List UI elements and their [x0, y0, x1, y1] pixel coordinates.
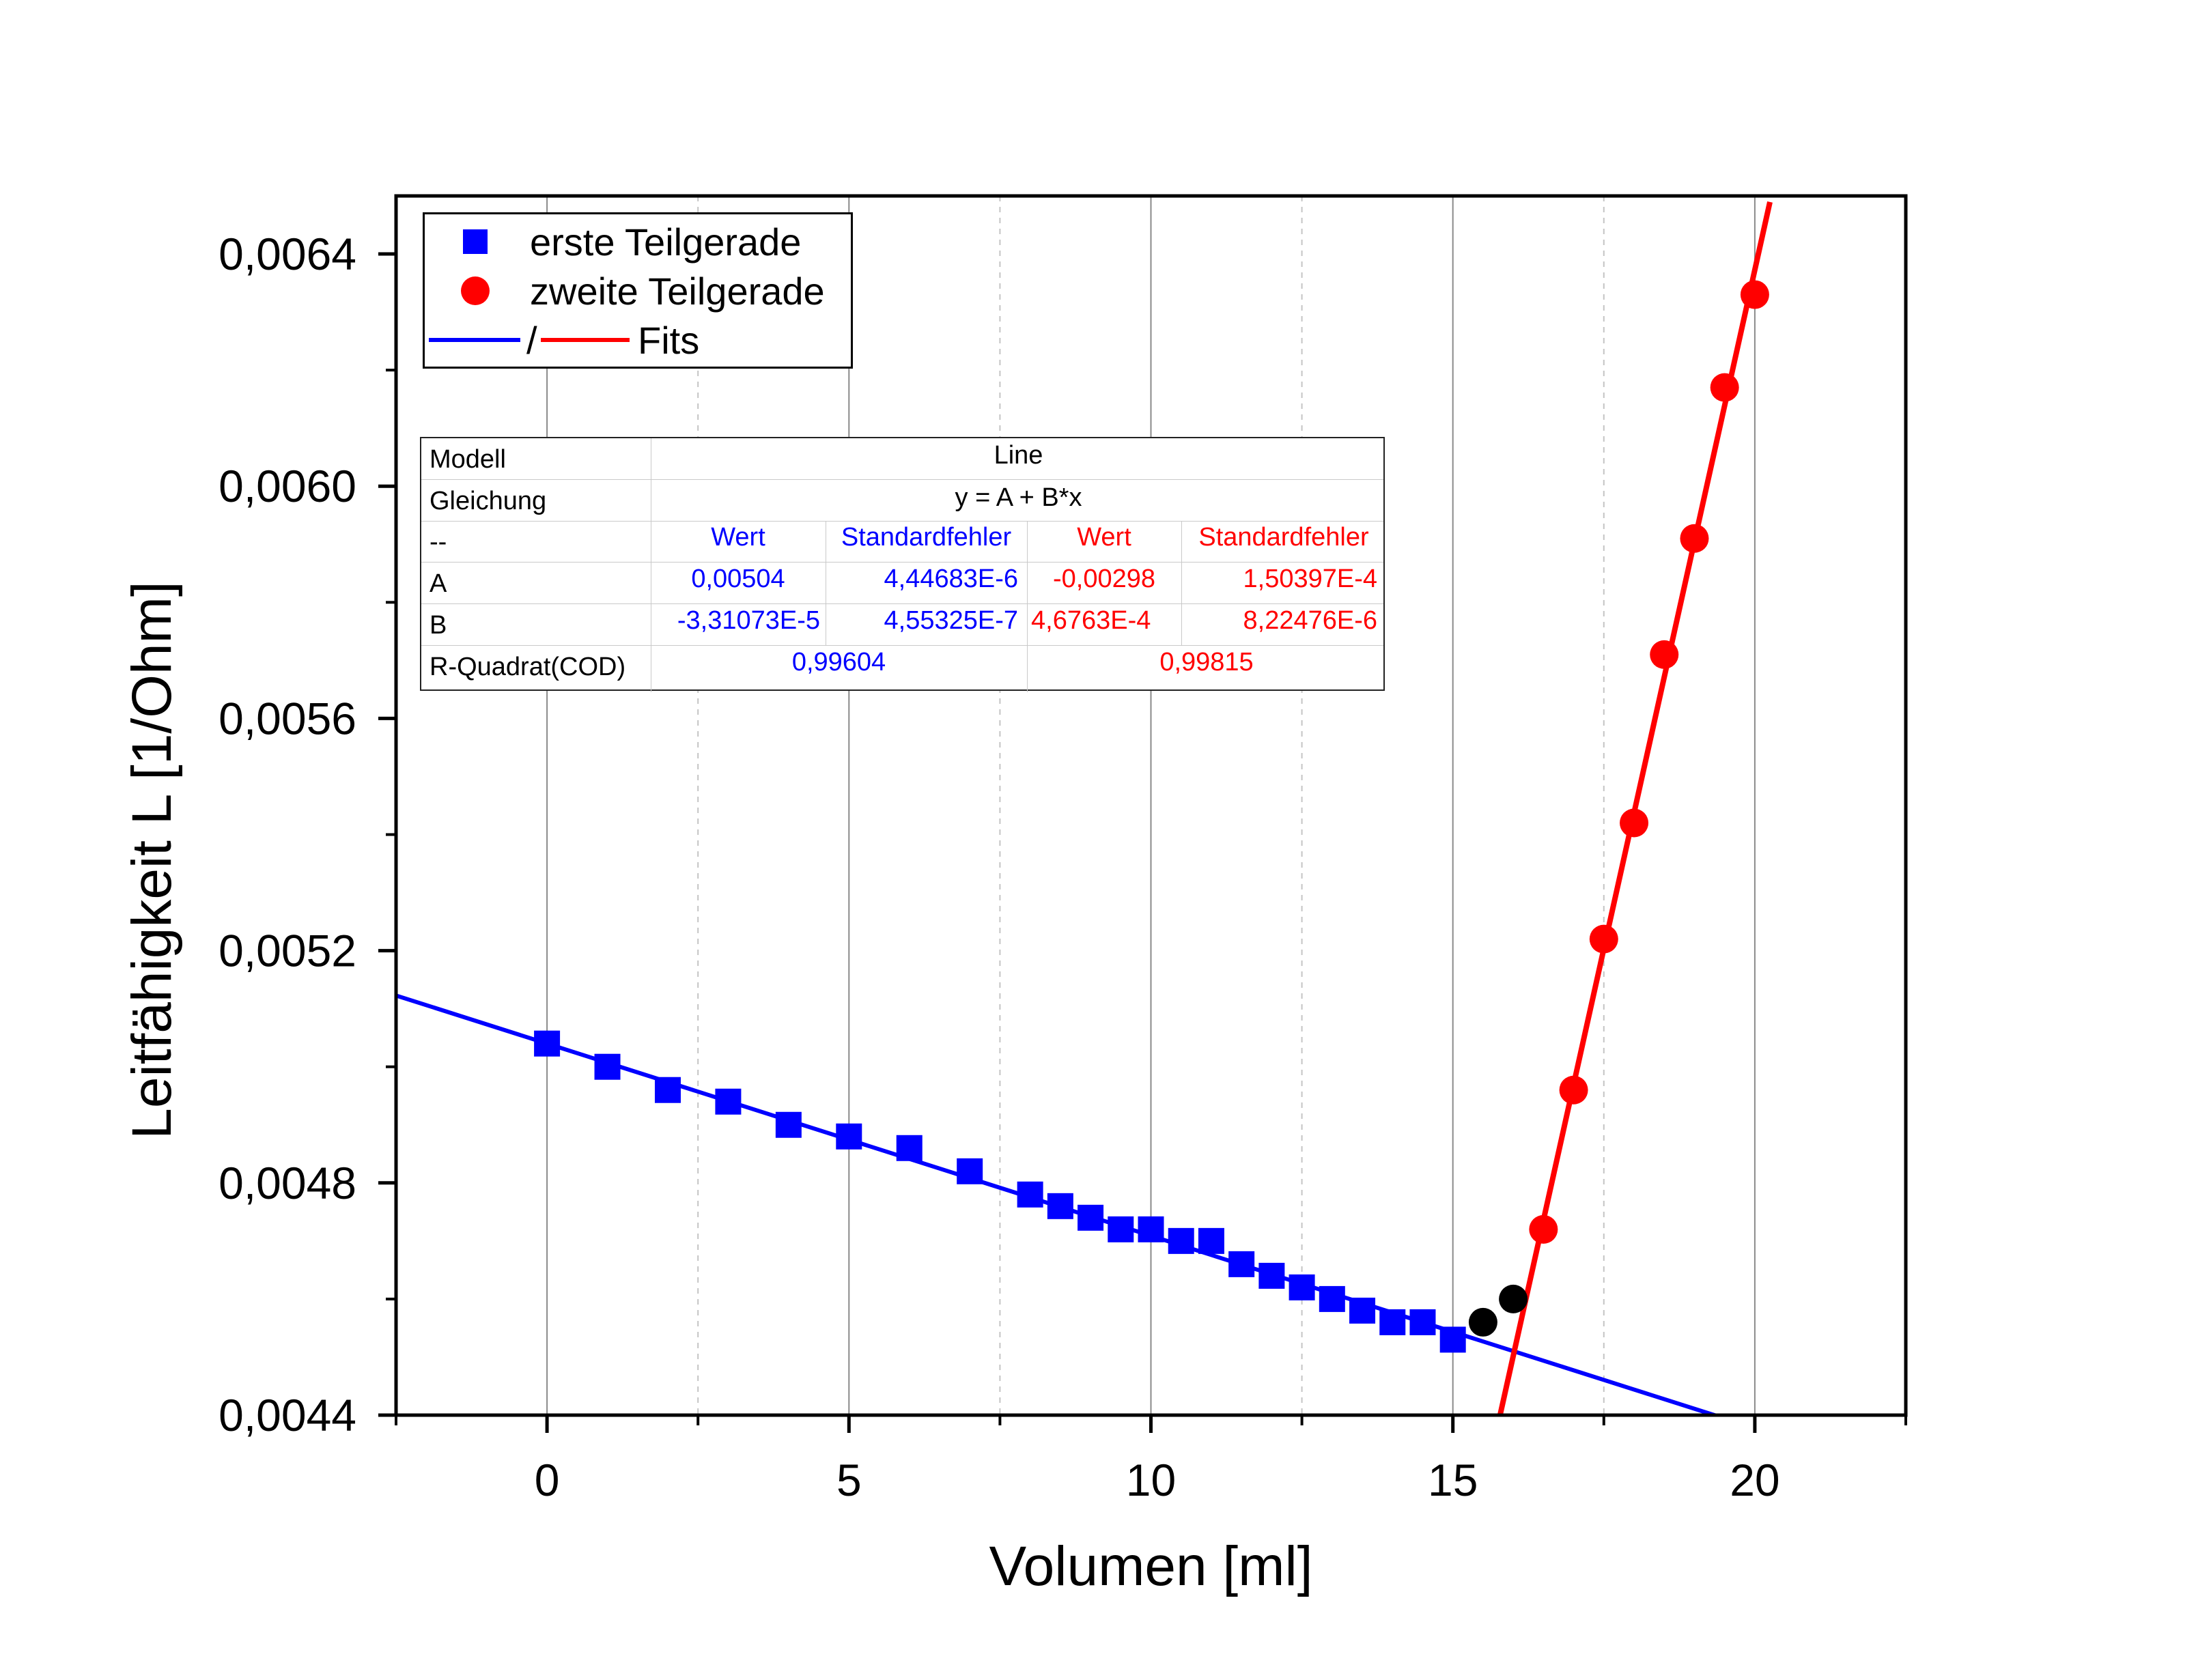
data-point-s0-3: [715, 1088, 742, 1115]
y-tick-label-0: 0,0044: [219, 1390, 356, 1440]
data-point-s0-11: [1108, 1216, 1134, 1242]
fit-parameter-table: Modell Gleichung -- A B R-Quadrat(COD) L…: [420, 437, 1385, 692]
data-point-s0-20: [1379, 1309, 1406, 1335]
data-point-s0-14: [1198, 1227, 1224, 1254]
table-row-label-modell: Modell: [430, 445, 506, 474]
data-point-s0-10: [1078, 1204, 1104, 1231]
data-point-s0-13: [1168, 1227, 1194, 1254]
table-header-wert-blue: Wert: [711, 523, 765, 552]
table-a-wert-red: -0,00298: [1052, 565, 1155, 593]
data-point-s0-22: [1439, 1326, 1466, 1353]
data-point-s1-7: [1740, 280, 1769, 309]
y-tick-label-1: 0,0048: [219, 1158, 356, 1208]
x-tick-label-1: 5: [836, 1455, 862, 1505]
legend-label-erste: erste Teilgerade: [530, 220, 802, 264]
data-point-s1-6: [1710, 373, 1739, 402]
data-point-s0-9: [1047, 1193, 1073, 1219]
y-tick-label-4: 0,0060: [219, 461, 356, 511]
data-points: [534, 280, 1769, 1353]
data-point-s0-15: [1228, 1251, 1255, 1277]
legend-entry-erste: erste Teilgerade: [425, 217, 851, 266]
table-row-label-a: A: [430, 569, 447, 598]
table-row-label-gleichung: Gleichung: [430, 487, 547, 515]
data-point-s2-0: [1468, 1307, 1497, 1337]
table-a-stdfehler-blue: 4,44683E-6: [884, 565, 1019, 593]
table-b-wert-red: 4,6763E-4: [1031, 606, 1151, 635]
data-point-s1-5: [1680, 524, 1709, 553]
data-point-s0-17: [1289, 1274, 1315, 1300]
data-point-s1-3: [1620, 808, 1649, 838]
fit-lines: [396, 201, 1773, 1415]
table-header-stdfehler-blue: Standardfehler: [841, 523, 1012, 552]
data-point-s0-2: [654, 1077, 681, 1103]
x-tick-label-4: 20: [1730, 1455, 1779, 1505]
data-point-s0-12: [1138, 1216, 1164, 1242]
y-tick-label-5: 0,0064: [219, 229, 356, 279]
legend-fit-separator: /: [526, 318, 537, 362]
table-b-stdfehler-red: 8,22476E-6: [1243, 606, 1378, 635]
data-point-s0-16: [1258, 1262, 1285, 1289]
table-model-value: Line: [994, 441, 1043, 470]
data-point-s1-4: [1650, 640, 1679, 669]
data-point-s0-19: [1349, 1297, 1376, 1324]
x-tick-label-2: 10: [1126, 1455, 1176, 1505]
circle-marker-icon: [461, 276, 490, 305]
table-header-stdfehler-red: Standardfehler: [1198, 523, 1369, 552]
data-point-s0-8: [1017, 1181, 1043, 1208]
fit-line-icons: [429, 338, 630, 342]
data-point-s0-5: [836, 1123, 862, 1150]
legend-entry-zweite: zweite Teilgerade: [425, 266, 851, 315]
table-equation-value: y = A + B*x: [955, 483, 1082, 512]
data-point-s1-2: [1589, 924, 1618, 954]
table-row-label-b: B: [430, 611, 447, 640]
table-header-wert-red: Wert: [1077, 523, 1131, 552]
y-axis-title: Leitfähigkeit L [1/Ohm]: [121, 581, 183, 1139]
x-axis-title: Volumen [ml]: [989, 1535, 1313, 1597]
data-point-s0-4: [775, 1111, 802, 1138]
data-point-s0-21: [1409, 1309, 1436, 1335]
data-point-s1-0: [1529, 1214, 1558, 1244]
data-point-s0-6: [896, 1135, 923, 1161]
data-point-s2-1: [1499, 1284, 1528, 1313]
table-b-wert-blue: -3,31073E-5: [677, 606, 820, 635]
legend-label-zweite: zweite Teilgerade: [530, 269, 825, 313]
legend-label-fits: Fits: [638, 318, 700, 362]
data-point-s1-1: [1559, 1075, 1588, 1105]
square-marker-icon: [463, 229, 488, 254]
data-point-s0-7: [957, 1158, 983, 1184]
data-point-s0-18: [1319, 1285, 1345, 1312]
data-point-s0-0: [534, 1030, 561, 1057]
table-a-stdfehler-red: 1,50397E-4: [1243, 565, 1378, 593]
grid-lines: [546, 196, 1756, 1415]
y-tick-label-3: 0,0056: [219, 693, 356, 743]
x-tick-label-0: 0: [535, 1455, 560, 1505]
y-tick-label-2: 0,0052: [219, 926, 356, 976]
table-row-label-r-quadrat: R-Quadrat(COD): [430, 653, 626, 681]
legend: erste Teilgerade zweite Teilgerade / Fit…: [423, 212, 853, 369]
data-point-s0-1: [594, 1053, 621, 1080]
table-r-quadrat-red: 0,99815: [1159, 648, 1254, 677]
table-b-stdfehler-blue: 4,55325E-7: [884, 606, 1019, 635]
table-row-label-dashes: --: [430, 528, 447, 556]
axes: 0 5 10 15 20 0,0044 0,0048 0,0052 0,0056 0,0060 0,…: [219, 229, 1907, 1505]
table-a-wert-blue: 0,00504: [691, 565, 785, 593]
table-r-quadrat-blue: 0,99604: [791, 648, 886, 677]
legend-entry-fits: / Fits: [425, 315, 851, 365]
x-tick-label-3: 15: [1428, 1455, 1478, 1505]
